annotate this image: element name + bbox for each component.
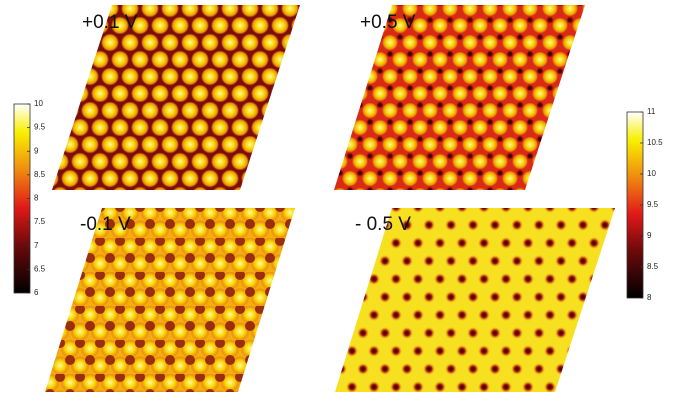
- stm-image: [45, 208, 295, 392]
- colorbar-tick-label: 9: [647, 231, 652, 240]
- colorbar-tick-label: 6: [34, 288, 39, 297]
- colorbar-tick-label: 11: [647, 107, 656, 116]
- colorbar-tick-label: 9.5: [34, 123, 46, 132]
- panel-label: -0.1 V: [80, 214, 131, 235]
- panel-label: +0.5 V: [360, 12, 416, 33]
- stm-image: [334, 5, 585, 190]
- colorbar-tick-label: 8: [34, 194, 39, 203]
- panel-label: - 0.5 V: [355, 214, 411, 235]
- colorbar-tick-label: 8.5: [647, 262, 659, 271]
- colorbar-tick-label: 9: [34, 146, 39, 155]
- colorbar-tick-label: 8.5: [34, 170, 46, 179]
- colorbar-tick-label: 10: [647, 169, 656, 178]
- colorbar-tick-label: 8: [647, 293, 652, 302]
- colorbar-tick-label: 10.5: [647, 138, 663, 147]
- colorbar-tick-label: 9.5: [647, 200, 659, 209]
- colorbar-tick-label: 10: [34, 99, 43, 108]
- colorbar-tick-label: 7: [34, 241, 39, 250]
- stm-image: [335, 208, 615, 392]
- stm-image: [52, 5, 300, 190]
- colorbar-tick-label: 7.5: [34, 217, 46, 226]
- panel-label: +0.1 V: [82, 12, 138, 33]
- colorbar-tick-label: 6.5: [34, 264, 46, 273]
